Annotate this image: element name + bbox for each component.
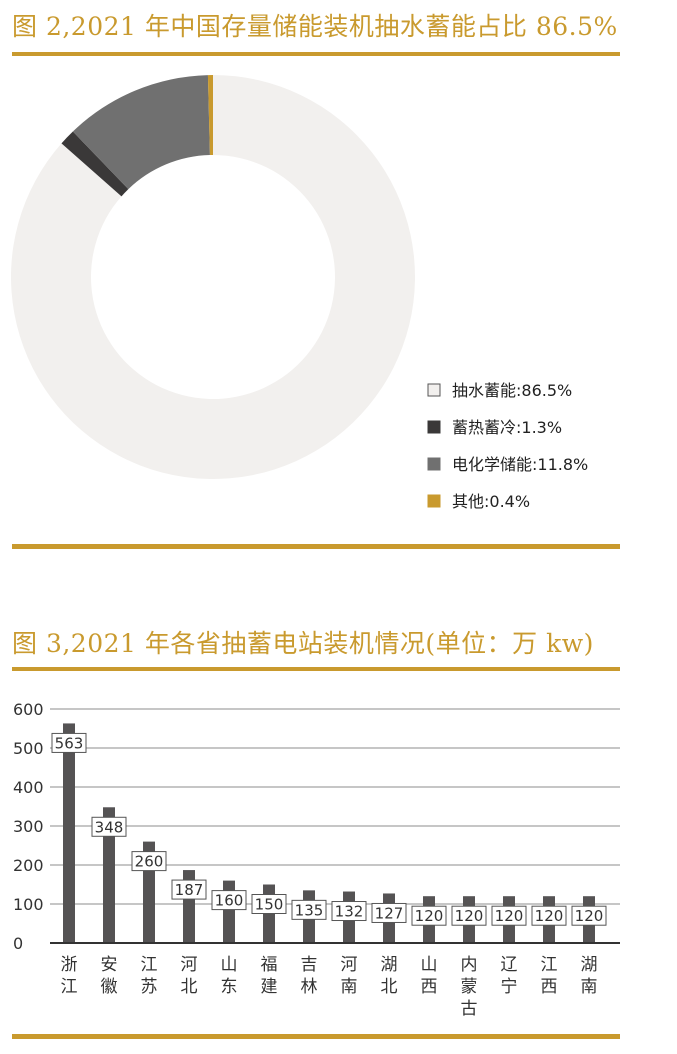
category-label-4: 山东	[221, 955, 238, 997]
data-label-box-7	[331, 901, 367, 922]
data-label-11: 120	[495, 907, 524, 925]
data-label-box-9	[411, 905, 447, 926]
legend-label-2: 电化学储能:11.8%	[452, 455, 588, 474]
legend-swatch-3	[427, 494, 441, 508]
y-tick-label-600: 600	[13, 700, 44, 719]
data-label-box-1	[91, 816, 127, 837]
category-label-8: 湖北	[381, 955, 398, 997]
data-label-box-2	[131, 851, 167, 872]
data-label-13: 120	[575, 907, 604, 925]
donut-chart: 抽水蓄能:86.5% 蓄热蓄冷:1.3% 电化学储能:11.8% 其他:0.4%	[10, 75, 588, 511]
category-label-5: 福建	[261, 955, 278, 997]
category-label-1: 安徽	[101, 955, 118, 997]
data-label-box-8	[371, 902, 407, 923]
category-label-3: 河北	[181, 955, 198, 997]
data-label-box-11	[491, 905, 527, 926]
donut-slice-2	[72, 75, 210, 190]
data-label-12: 120	[535, 907, 564, 925]
data-label-box-12	[531, 905, 567, 926]
figure-2-bottom-rule	[12, 544, 620, 549]
data-label-1: 348	[95, 818, 124, 836]
data-label-box-6	[291, 899, 327, 920]
legend-swatch-2	[427, 457, 441, 471]
category-label-7: 河南	[341, 955, 358, 997]
figure-3-title: 图 3,2021 年各省抽蓄电站装机情况(单位：万 kw)	[12, 629, 594, 658]
category-label-2: 江苏	[141, 955, 158, 997]
figure-2-title: 图 2,2021 年中国存量储能装机抽水蓄能占比 86.5%	[12, 12, 618, 41]
category-label-12: 江西	[541, 955, 558, 997]
data-label-8: 127	[375, 904, 404, 922]
category-label-11: 辽宁	[501, 955, 518, 997]
data-label-box-4	[211, 890, 247, 911]
data-label-2: 260	[135, 853, 164, 871]
legend-label-0: 抽水蓄能:86.5%	[452, 381, 572, 400]
category-label-6: 吉林	[301, 955, 318, 997]
y-tick-label-100: 100	[13, 895, 44, 914]
data-label-box-5	[251, 894, 287, 914]
figure-3-top-rule	[12, 667, 620, 671]
category-label-0: 浙江	[61, 955, 78, 997]
data-label-7: 132	[335, 903, 364, 921]
category-label-9: 山西	[421, 955, 438, 997]
category-label-10: 内蒙古	[461, 955, 478, 1019]
bar-4	[223, 880, 235, 943]
data-label-box-10	[451, 905, 487, 926]
data-label-10: 120	[455, 907, 484, 925]
donut-slice-0	[10, 75, 415, 480]
data-label-box-0	[51, 732, 87, 753]
data-label-box-13	[571, 905, 607, 926]
legend-swatch-1	[427, 420, 441, 434]
legend-swatch-0	[427, 383, 441, 397]
data-label-9: 120	[415, 907, 444, 925]
legend-label-1: 蓄热蓄冷:1.3%	[452, 418, 562, 437]
donut-slice-1	[61, 131, 129, 197]
donut-slice-3	[207, 75, 213, 156]
category-label-13: 湖南	[581, 955, 598, 997]
bar-1	[103, 807, 115, 943]
y-tick-label-200: 200	[13, 856, 44, 875]
y-tick-label-400: 400	[13, 778, 44, 797]
data-label-3: 187	[175, 881, 204, 899]
y-tick-label-0: 0	[13, 934, 23, 953]
data-label-0: 563	[55, 734, 84, 752]
y-tick-label-300: 300	[13, 817, 44, 836]
data-label-5: 150	[255, 896, 284, 914]
data-label-box-3	[171, 879, 207, 900]
figure-3-bottom-rule	[12, 1034, 620, 1039]
figure-2-top-rule	[12, 52, 620, 56]
bar-0	[63, 723, 75, 943]
y-tick-label-500: 500	[13, 739, 44, 758]
data-label-4: 160	[215, 892, 244, 910]
data-label-6: 135	[295, 901, 324, 919]
legend-label-3: 其他:0.4%	[452, 492, 530, 511]
